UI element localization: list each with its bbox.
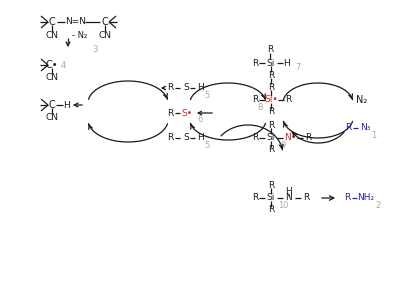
Text: H: H — [64, 101, 70, 110]
Text: CN: CN — [46, 73, 58, 82]
Text: C: C — [102, 17, 108, 27]
Text: R: R — [268, 82, 274, 92]
Text: R: R — [252, 95, 258, 105]
Text: 7: 7 — [295, 64, 301, 73]
Text: 6: 6 — [197, 114, 203, 123]
Text: R: R — [167, 134, 173, 142]
Text: R: R — [268, 71, 274, 79]
Text: R: R — [167, 108, 173, 118]
Text: R: R — [268, 121, 274, 129]
Text: N: N — [286, 194, 292, 203]
Text: - N₂: - N₂ — [72, 32, 88, 40]
Text: NH₂: NH₂ — [358, 194, 374, 203]
Text: S: S — [183, 84, 189, 92]
Text: R: R — [252, 58, 258, 68]
Text: Si: Si — [267, 134, 275, 142]
Text: C•: C• — [46, 60, 58, 70]
Text: 5: 5 — [204, 140, 210, 149]
Text: N₃: N₃ — [360, 123, 370, 132]
Text: R: R — [268, 181, 274, 190]
Text: R: R — [268, 145, 274, 155]
Text: H: H — [197, 134, 203, 142]
Text: R: R — [167, 84, 173, 92]
Text: 3: 3 — [92, 45, 98, 53]
Text: H: H — [286, 186, 292, 195]
Text: Si: Si — [267, 194, 275, 203]
Text: N•: N• — [284, 134, 296, 142]
Text: H: H — [284, 58, 290, 68]
Text: R: R — [285, 95, 291, 105]
Text: Si: Si — [267, 58, 275, 68]
Text: R: R — [268, 108, 274, 116]
Text: 1: 1 — [371, 131, 377, 140]
Text: H: H — [197, 84, 203, 92]
Text: R: R — [252, 194, 258, 203]
Text: R: R — [344, 194, 350, 203]
Text: 4: 4 — [60, 62, 66, 71]
Text: R: R — [268, 205, 274, 214]
Text: R: R — [345, 123, 351, 132]
Text: C: C — [49, 100, 55, 110]
Text: CN: CN — [98, 31, 112, 40]
Text: R: R — [305, 134, 311, 142]
Text: N₂: N₂ — [356, 95, 368, 105]
Text: 8: 8 — [257, 103, 263, 112]
Text: 5: 5 — [204, 90, 210, 99]
Text: 10: 10 — [278, 201, 288, 210]
Text: CN: CN — [46, 114, 58, 123]
Text: R: R — [303, 194, 309, 203]
Text: Si•: Si• — [264, 95, 278, 105]
Text: N=N: N=N — [66, 18, 86, 27]
Text: C: C — [49, 17, 55, 27]
Text: R: R — [252, 134, 258, 142]
Text: 9: 9 — [280, 142, 286, 151]
Text: S: S — [183, 134, 189, 142]
Text: 2: 2 — [375, 201, 381, 210]
Text: S•: S• — [182, 108, 192, 118]
Text: CN: CN — [46, 31, 58, 40]
Text: R: R — [267, 45, 273, 55]
